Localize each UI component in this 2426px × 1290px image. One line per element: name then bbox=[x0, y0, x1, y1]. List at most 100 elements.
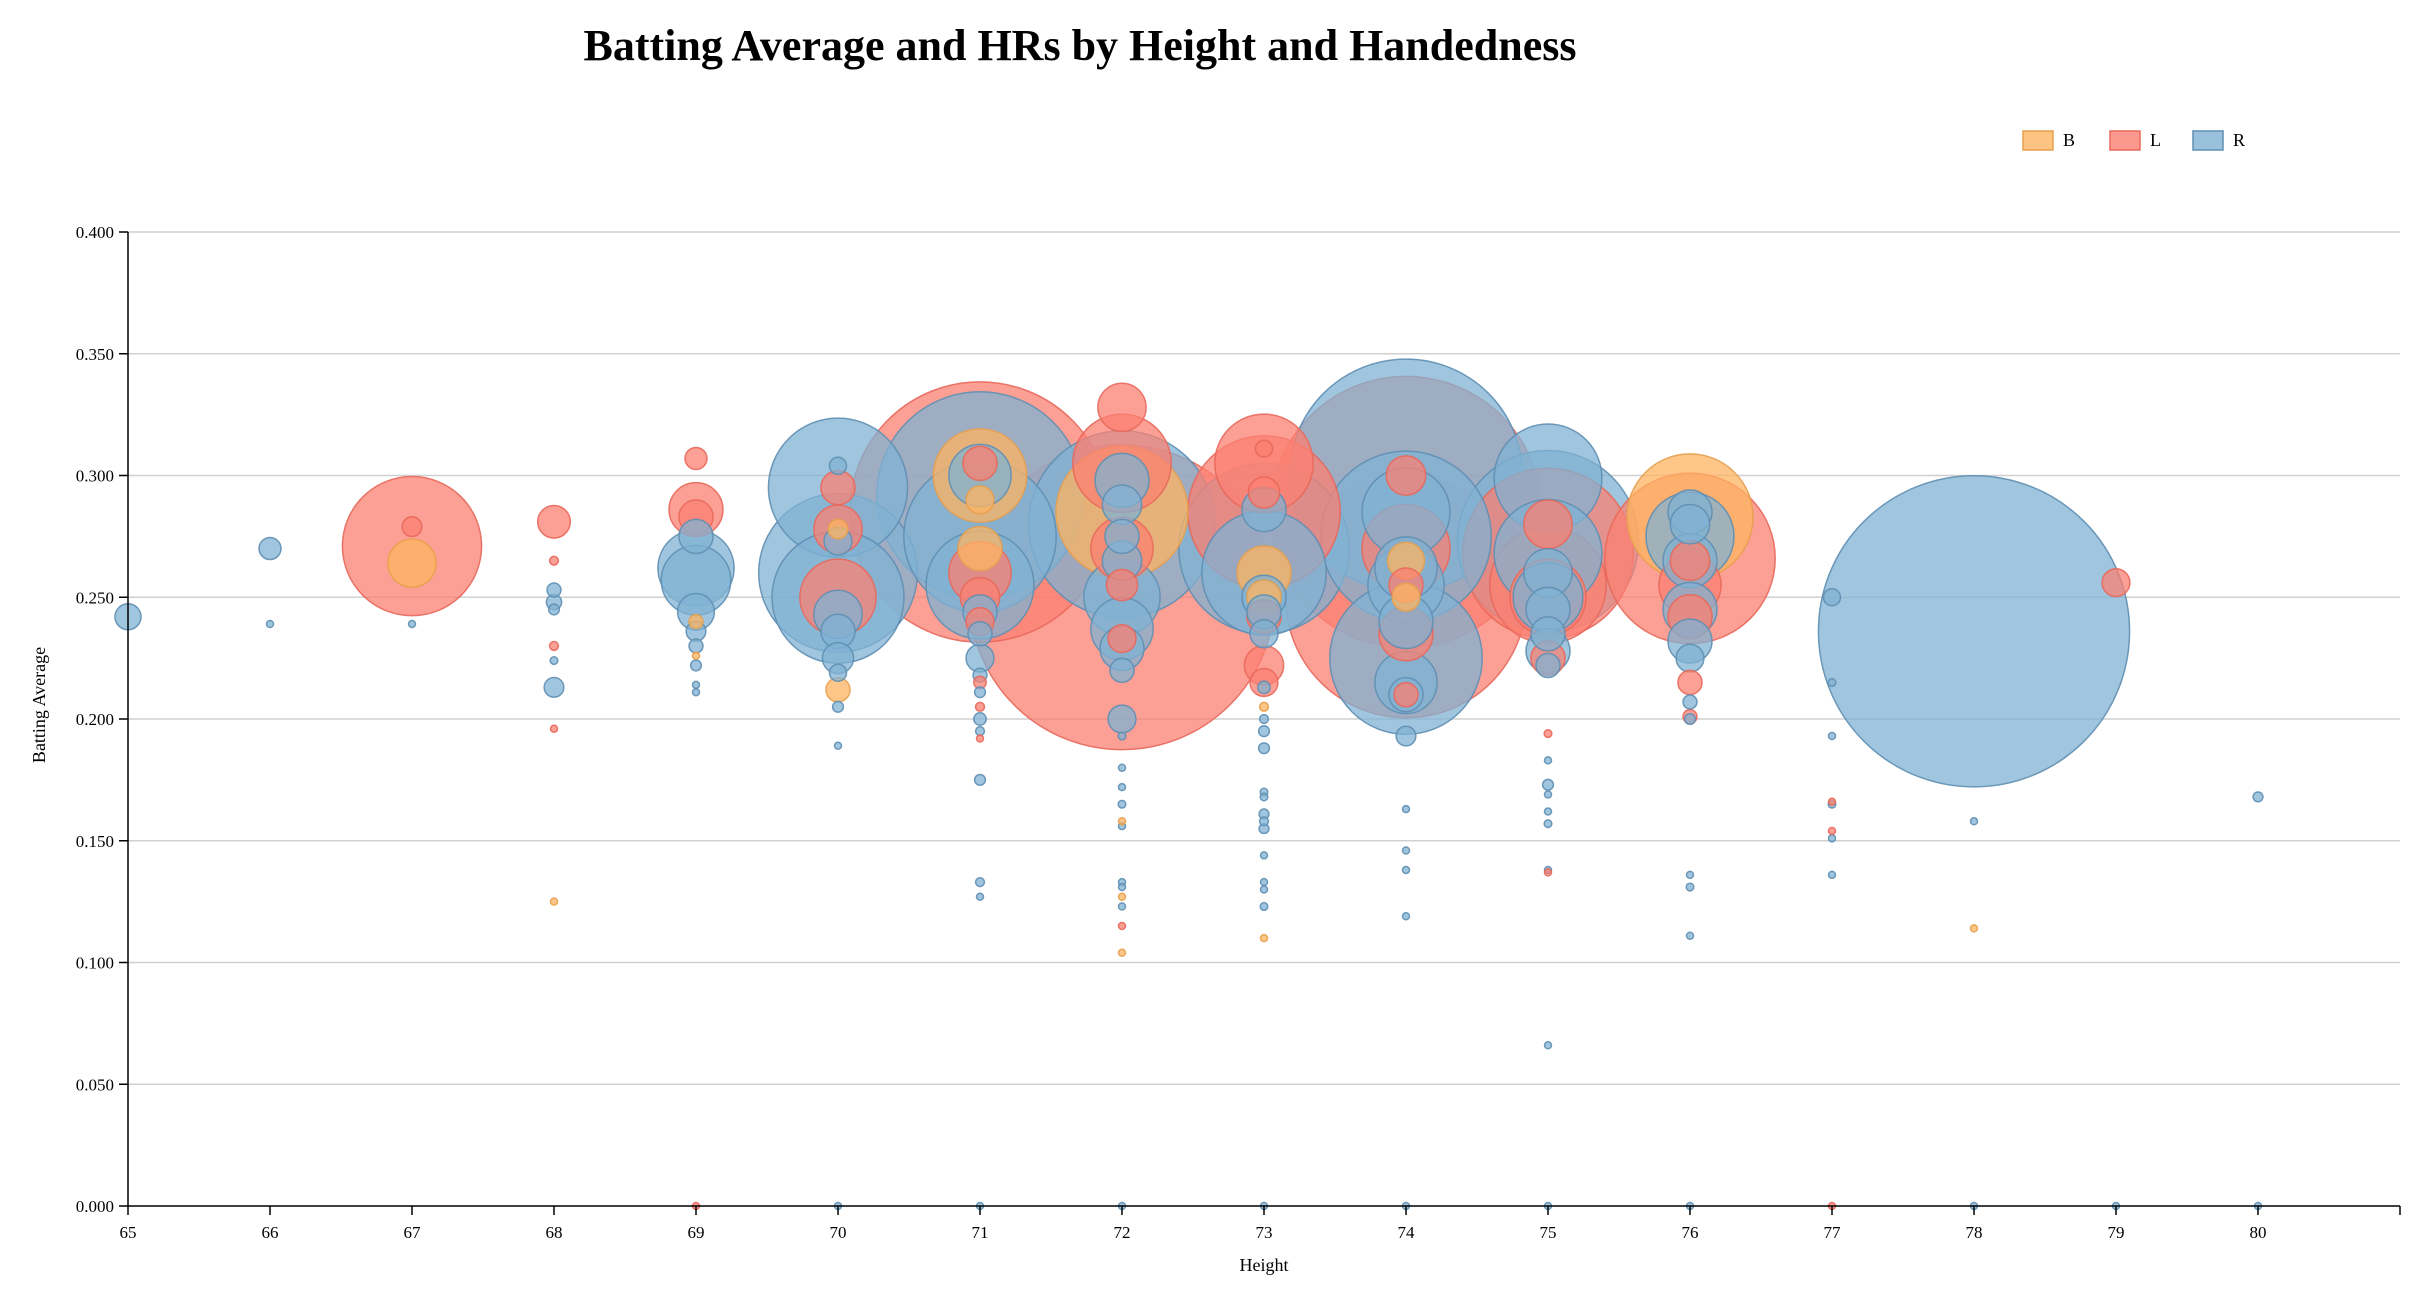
bubble-R[interactable] bbox=[688, 638, 704, 654]
bubble-R[interactable] bbox=[543, 676, 565, 698]
bubble-R[interactable] bbox=[1117, 882, 1127, 892]
bubble-R[interactable] bbox=[549, 655, 559, 666]
bubble-L[interactable] bbox=[1097, 382, 1147, 433]
bubble-L[interactable] bbox=[1523, 499, 1573, 550]
bubble-B[interactable] bbox=[549, 897, 559, 906]
legend-label-R[interactable]: R bbox=[2233, 130, 2245, 150]
bubble-R[interactable] bbox=[1827, 870, 1837, 880]
bubble-L[interactable] bbox=[548, 640, 560, 652]
bubble-R[interactable] bbox=[1530, 615, 1566, 652]
bubble-R[interactable] bbox=[1685, 882, 1695, 892]
legend-swatch-B[interactable] bbox=[2022, 130, 2054, 151]
bubble-R[interactable] bbox=[691, 687, 701, 697]
bubble-L[interactable] bbox=[1393, 681, 1419, 708]
bubble-R[interactable] bbox=[1685, 870, 1695, 880]
bubble-L[interactable] bbox=[1247, 476, 1281, 509]
legend-swatch-L[interactable] bbox=[2109, 130, 2141, 151]
bubble-R[interactable] bbox=[2252, 791, 2264, 803]
bubble-L[interactable] bbox=[1543, 729, 1553, 739]
bubble-R[interactable] bbox=[678, 518, 714, 555]
legend-label-B[interactable]: B bbox=[2063, 130, 2075, 150]
bubble-R[interactable] bbox=[1543, 1041, 1553, 1050]
bubble-L[interactable] bbox=[536, 504, 572, 539]
legend-swatch-R[interactable] bbox=[2192, 130, 2224, 151]
bubble-R[interactable] bbox=[1669, 503, 1711, 545]
bubble-R[interactable] bbox=[691, 680, 701, 690]
bubble-R[interactable] bbox=[258, 536, 282, 561]
bubble-L[interactable] bbox=[1105, 568, 1139, 602]
bubble-R[interactable] bbox=[1257, 725, 1271, 738]
bubble-R[interactable] bbox=[407, 619, 417, 629]
bubble-R[interactable] bbox=[1682, 694, 1698, 710]
bubble-B[interactable] bbox=[1969, 924, 1979, 933]
bubble-R[interactable] bbox=[1259, 885, 1269, 894]
bubble-R[interactable] bbox=[828, 456, 848, 476]
bubble-L[interactable] bbox=[2101, 567, 2131, 598]
bubble-R[interactable] bbox=[1822, 587, 1842, 607]
bubble-L[interactable] bbox=[1827, 826, 1837, 836]
bubble-R[interactable] bbox=[1401, 846, 1411, 855]
bubble-L[interactable] bbox=[1543, 868, 1553, 877]
bubble-R[interactable] bbox=[1109, 657, 1135, 684]
bubble-R[interactable] bbox=[1107, 704, 1137, 734]
bubble-R[interactable] bbox=[1543, 807, 1553, 816]
bubble-R[interactable] bbox=[1259, 851, 1269, 860]
bubble-R[interactable] bbox=[1401, 865, 1411, 875]
bubble-R[interactable] bbox=[1401, 911, 1411, 921]
bubble-B[interactable] bbox=[691, 651, 701, 660]
bubble-R[interactable] bbox=[1117, 763, 1127, 772]
bubble-R[interactable] bbox=[1535, 652, 1561, 679]
bubble-R[interactable] bbox=[547, 603, 561, 616]
bubble-R[interactable] bbox=[974, 876, 986, 888]
bubble-R[interactable] bbox=[1101, 484, 1143, 526]
bubble-R[interactable] bbox=[1685, 931, 1695, 940]
bubble-R[interactable] bbox=[1259, 877, 1269, 887]
bubble-R[interactable] bbox=[1827, 834, 1837, 843]
bubble-R[interactable] bbox=[689, 659, 703, 672]
bubble-R[interactable] bbox=[833, 741, 843, 751]
bubble-B[interactable] bbox=[1117, 817, 1127, 826]
bubble-R[interactable] bbox=[1969, 817, 1979, 826]
bubble-R[interactable] bbox=[1543, 790, 1553, 799]
bubble-R[interactable] bbox=[1675, 643, 1705, 673]
bubble-R[interactable] bbox=[1683, 712, 1697, 726]
bubble-R[interactable] bbox=[975, 892, 985, 902]
bubble-R[interactable] bbox=[1257, 680, 1271, 695]
bubble-R[interactable] bbox=[265, 619, 275, 629]
bubble-R[interactable] bbox=[828, 663, 848, 683]
bubble-B[interactable] bbox=[1391, 582, 1421, 612]
bubble-L[interactable] bbox=[974, 701, 986, 712]
bubble-R[interactable] bbox=[1117, 902, 1127, 911]
legend-label-L[interactable]: L bbox=[2150, 130, 2161, 150]
bubble-R[interactable] bbox=[1258, 816, 1270, 827]
bubble-B[interactable] bbox=[965, 485, 995, 515]
bubble-R[interactable] bbox=[546, 582, 562, 598]
bubble-R[interactable] bbox=[1401, 804, 1411, 814]
bubble-L[interactable] bbox=[962, 445, 998, 482]
bubble-L[interactable] bbox=[1677, 669, 1703, 696]
bubble-B[interactable] bbox=[827, 518, 849, 540]
bubble-R[interactable] bbox=[1249, 619, 1279, 649]
bubble-L[interactable] bbox=[684, 446, 708, 471]
bubble-R[interactable] bbox=[1258, 713, 1270, 725]
bubble-R[interactable] bbox=[1541, 778, 1555, 791]
bubble-R[interactable] bbox=[831, 700, 845, 713]
bubble-B[interactable] bbox=[1259, 933, 1269, 943]
bubble-L[interactable] bbox=[549, 724, 559, 733]
bubble-B[interactable] bbox=[1117, 892, 1127, 902]
bubble-L[interactable] bbox=[548, 555, 560, 566]
bubble-R[interactable] bbox=[973, 773, 987, 787]
bubble-L[interactable] bbox=[1669, 540, 1711, 582]
bubble-L[interactable] bbox=[1107, 623, 1137, 654]
bubble-R[interactable] bbox=[967, 620, 993, 647]
bubble-B[interactable] bbox=[387, 538, 437, 589]
bubble-L[interactable] bbox=[975, 734, 985, 743]
bubble-L[interactable] bbox=[401, 516, 423, 538]
bubble-B[interactable] bbox=[688, 613, 704, 630]
bubble-R[interactable] bbox=[1543, 756, 1553, 765]
bubble-L[interactable] bbox=[1827, 797, 1837, 807]
bubble-R[interactable] bbox=[973, 712, 987, 726]
bubble-R[interactable] bbox=[1827, 731, 1837, 741]
bubble-R[interactable] bbox=[1259, 792, 1269, 802]
bubble-R[interactable] bbox=[1827, 677, 1837, 688]
